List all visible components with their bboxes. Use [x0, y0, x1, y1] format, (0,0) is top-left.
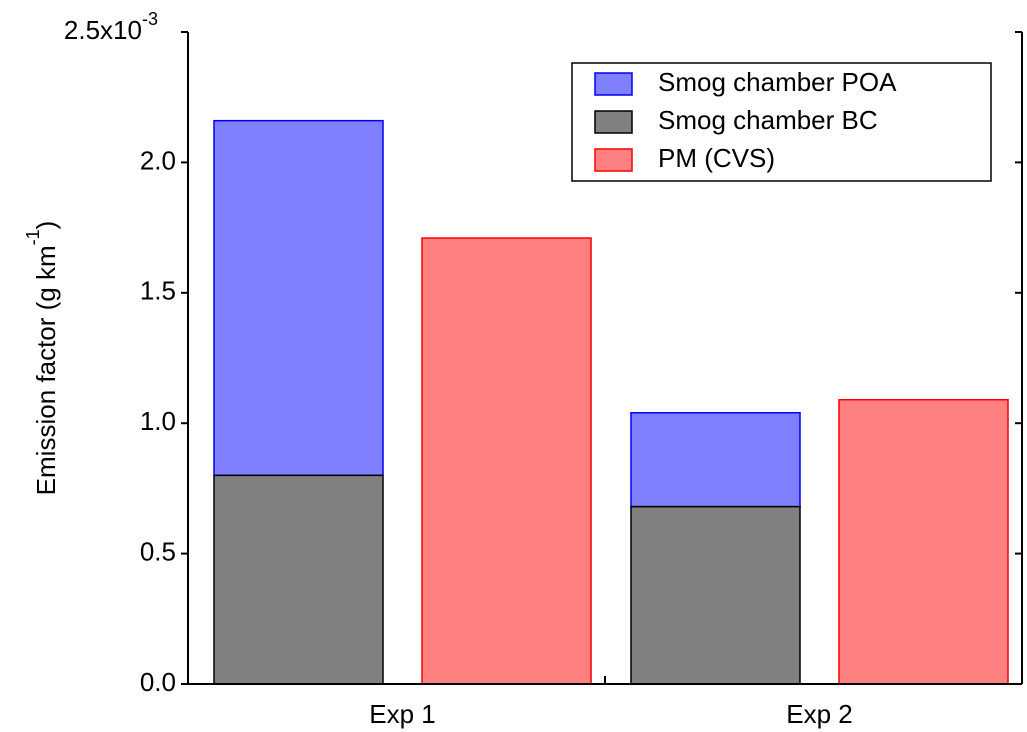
- legend-box: [571, 62, 992, 182]
- legend-label: Smog chamber POA: [658, 67, 897, 97]
- bar: [213, 474, 384, 685]
- x-tick-label: Exp 2: [786, 699, 853, 729]
- y-axis-label: Emission factor (g km-1): [23, 221, 61, 496]
- bar: [838, 398, 1009, 685]
- tick-exponent: -3: [142, 9, 158, 29]
- y-tick-label: 1.0: [140, 406, 176, 436]
- bar: [630, 505, 801, 685]
- bar: [630, 412, 801, 508]
- y-tick-label: 0.0: [140, 667, 176, 697]
- legend-label: PM (CVS): [658, 143, 775, 173]
- y-tick-label: 2.0: [140, 145, 176, 175]
- bar: [213, 119, 384, 477]
- legend-label: Smog chamber BC: [658, 105, 878, 135]
- legend-swatch: [594, 110, 633, 134]
- x-tick-label: Exp 1: [369, 699, 436, 729]
- y-tick-label: 2.5x10-3: [64, 9, 158, 45]
- legend-swatch: [594, 148, 633, 172]
- y-tick-label: 1.5: [140, 276, 176, 306]
- y-tick-label: 0.5: [140, 536, 176, 566]
- bar: [421, 237, 592, 685]
- tick-mantissa: 2.5x10: [64, 15, 142, 45]
- legend-swatch: [594, 72, 633, 96]
